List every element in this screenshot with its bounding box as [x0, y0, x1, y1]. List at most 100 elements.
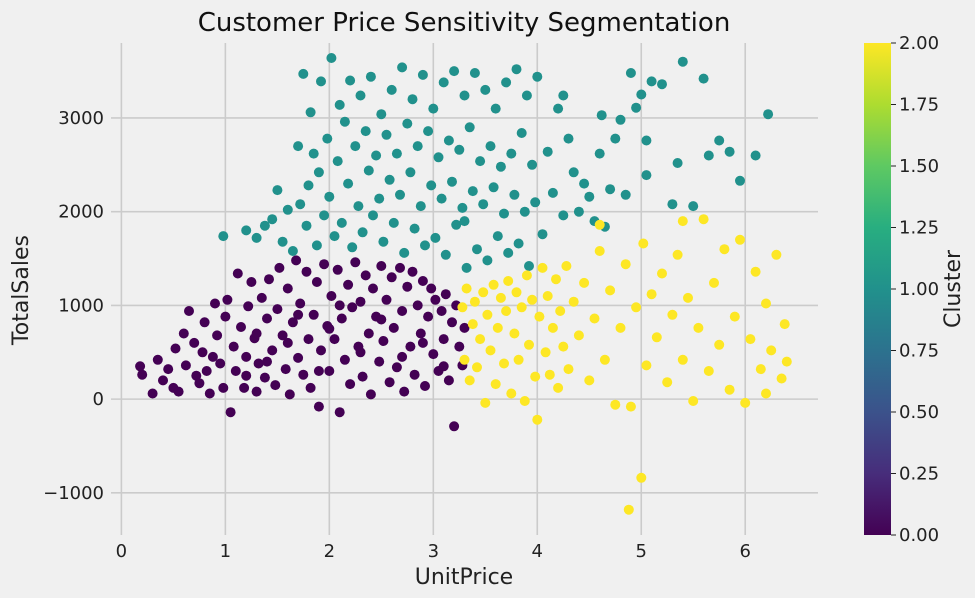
scatter-point — [204, 388, 215, 399]
scatter-point — [251, 328, 262, 339]
scatter-point — [230, 366, 241, 376]
scatter-point — [264, 274, 274, 285]
scatter-point — [745, 334, 756, 345]
scatter-point — [553, 382, 564, 393]
scatter-point — [521, 90, 532, 101]
scatter-point — [761, 388, 771, 399]
scatter-point — [495, 292, 506, 303]
scatter-point — [243, 301, 254, 312]
scatter-point — [610, 399, 621, 410]
scatter-point — [228, 341, 239, 352]
scatter-point — [308, 309, 319, 320]
scatter-point — [488, 279, 499, 290]
scatter-point — [397, 306, 408, 316]
y-tick-label: 3000 — [58, 108, 104, 129]
scatter-point — [558, 210, 569, 221]
scatter-point — [345, 379, 356, 390]
scatter-point — [232, 268, 243, 279]
scatter-point — [436, 193, 447, 204]
scatter-point — [506, 148, 517, 159]
scatter-point — [527, 159, 538, 170]
scatter-point — [443, 375, 454, 386]
x-tick-label: 5 — [636, 541, 647, 562]
chart-title: Customer Price Sensitivity Segmentation — [198, 8, 731, 38]
scatter-point — [298, 68, 309, 79]
scatter-point — [251, 232, 262, 243]
scatter-point — [336, 217, 347, 228]
scatter-point — [363, 328, 374, 339]
scatter-point — [355, 90, 366, 101]
scatter-point — [293, 141, 304, 152]
scatter-point — [163, 364, 174, 375]
scatter-point — [368, 210, 378, 221]
scatter-point — [215, 358, 226, 369]
scatter-point — [499, 358, 509, 369]
scatter-point — [256, 292, 267, 303]
scatter-point — [395, 262, 405, 273]
scatter-point — [776, 373, 787, 384]
scatter-point — [197, 347, 208, 358]
scatter-point — [293, 352, 304, 363]
scatter-point — [402, 118, 413, 129]
scatter-point — [313, 366, 324, 376]
scatter-point — [329, 334, 340, 345]
scatter-point — [313, 167, 324, 178]
scatter-point — [184, 306, 194, 316]
scatter-point — [353, 201, 364, 212]
colorbar-tick-label: 1.75 — [899, 95, 939, 116]
scatter-point — [475, 156, 486, 167]
scatter-point — [451, 219, 462, 230]
scatter-point — [667, 309, 678, 320]
scatter-point — [688, 201, 699, 212]
scatter-point — [343, 279, 354, 290]
scatter-point — [194, 378, 205, 389]
scatter-point — [495, 161, 506, 172]
scatter-point — [638, 238, 649, 249]
scatter-point — [412, 300, 423, 311]
scatter-point — [506, 388, 517, 399]
scatter-point — [347, 302, 358, 313]
scatter-point — [170, 343, 181, 354]
scatter-point — [555, 306, 566, 316]
scatter-point — [662, 377, 673, 388]
scatter-point — [246, 277, 257, 287]
scatter-point — [282, 337, 293, 348]
scatter-point — [599, 354, 610, 365]
scatter-point — [482, 309, 493, 320]
scatter-point — [542, 146, 553, 157]
scatter-point — [472, 362, 482, 373]
scatter-point — [199, 317, 210, 328]
scatter-point — [220, 311, 231, 322]
scatter-point — [492, 231, 503, 242]
scatter-point — [343, 178, 354, 189]
scatter-point — [360, 126, 371, 137]
scatter-point — [326, 53, 337, 63]
scatter-point — [376, 261, 387, 271]
scatter-point — [544, 369, 555, 380]
scatter-point — [350, 141, 361, 152]
x-tick-label: 6 — [739, 541, 750, 562]
scatter-point — [683, 292, 693, 303]
scatter-point — [467, 319, 478, 330]
scatter-point — [558, 90, 569, 101]
scatter-point — [438, 361, 449, 372]
scatter-point — [698, 73, 709, 84]
scatter-point — [472, 244, 482, 255]
scatter-point — [449, 66, 460, 77]
scatter-point — [316, 345, 326, 356]
scatter-point — [388, 322, 399, 333]
scatter-point — [519, 206, 530, 217]
scatter-point — [677, 354, 688, 365]
scatter-point — [547, 322, 558, 333]
scatter-point — [568, 167, 579, 178]
scatter-point — [239, 382, 250, 393]
scatter-point — [386, 84, 397, 95]
scatter-point — [388, 217, 399, 228]
scatter-point — [511, 64, 522, 75]
scatter-point — [485, 345, 496, 356]
scatter-point — [584, 375, 595, 386]
scatter-point — [397, 351, 408, 362]
scatter-point — [480, 397, 491, 408]
scatter-point — [589, 313, 600, 324]
